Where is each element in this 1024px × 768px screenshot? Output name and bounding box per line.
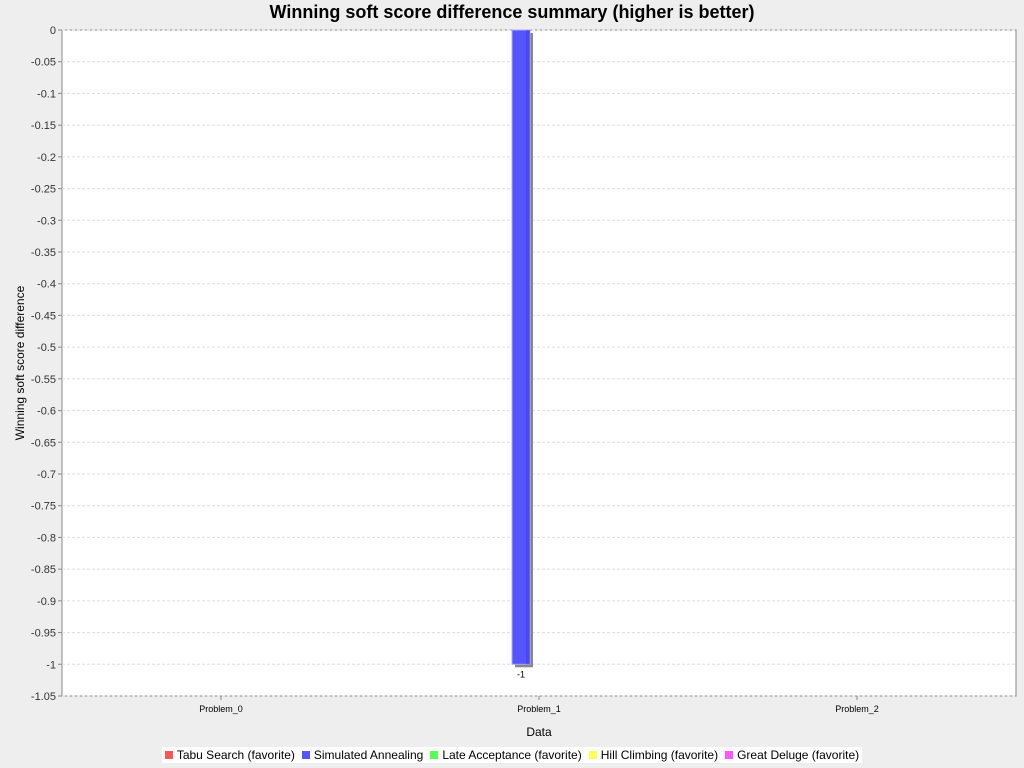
legend-item: Simulated Annealing	[301, 748, 424, 762]
legend-label: Late Acceptance (favorite)	[442, 748, 582, 762]
y-tick-label: -0.2	[37, 152, 56, 164]
y-tick-label: -0.45	[31, 310, 56, 322]
legend-item: Tabu Search (favorite)	[164, 748, 295, 762]
y-tick-label: -0.7	[37, 469, 56, 481]
legend-item: Hill Climbing (favorite)	[588, 748, 719, 762]
y-tick-label: -0.05	[31, 57, 56, 69]
y-tick-label: -0.1	[37, 88, 56, 100]
legend-swatch	[588, 751, 597, 759]
y-tick-label: -0.95	[31, 628, 56, 640]
bar-shading	[526, 30, 530, 665]
legend-swatch	[725, 751, 734, 759]
legend-label: Simulated Annealing	[313, 748, 424, 762]
x-tick-label: Problem_0	[199, 704, 243, 714]
y-tick-label: -0.15	[31, 120, 56, 132]
y-tick-label: -0.65	[31, 437, 56, 449]
bar	[511, 29, 531, 665]
legend: Tabu Search (favorite) Simulated Annealin…	[0, 747, 1024, 763]
y-tick-label: -0.6	[37, 406, 56, 418]
legend-item: Great Deluge (favorite)	[725, 748, 859, 762]
legend-swatch	[430, 751, 439, 759]
x-tick-label: Problem_2	[835, 704, 879, 714]
y-tick-label: -0.75	[31, 501, 56, 513]
y-tick-label: -0.3	[37, 215, 56, 227]
y-tick-label: -0.4	[37, 279, 56, 291]
y-tick-label: -0.25	[31, 184, 56, 196]
legend-box: Tabu Search (favorite) Simulated Annealin…	[161, 747, 863, 763]
y-tick-label: -0.8	[37, 532, 56, 544]
plot-background	[61, 29, 1017, 697]
y-tick-label: -0.9	[37, 596, 56, 608]
chart-title: Winning soft score difference summary (h…	[269, 2, 755, 22]
bars: -1	[511, 29, 533, 679]
bar-value-label: -1	[517, 669, 525, 679]
x-axis-ticks: Problem_0 Problem_1 Problem_2	[199, 696, 879, 714]
y-tick-label: 0	[50, 25, 56, 37]
y-axis-title: Winning soft score difference	[13, 285, 27, 440]
x-axis-title: Data	[526, 725, 552, 739]
grid-lines	[62, 29, 1016, 697]
legend-swatch	[301, 751, 310, 759]
y-tick-label: -0.35	[31, 247, 56, 259]
y-axis-ticks: 0 -0.05 -0.1 -0.15 -0.2 -0.25 -0.3 -0.35 -0.4 -0.…	[31, 25, 62, 703]
legend-swatch	[164, 751, 173, 759]
legend-label: Great Deluge (favorite)	[737, 748, 860, 762]
y-tick-label: -0.55	[31, 374, 56, 386]
legend-label: Hill Climbing (favorite)	[600, 748, 719, 762]
legend-item: Late Acceptance (favorite)	[430, 748, 582, 762]
x-tick-label: Problem_1	[517, 704, 561, 714]
y-tick-label: -1.05	[31, 691, 56, 703]
legend-label: Tabu Search (favorite)	[176, 748, 295, 762]
y-tick-label: -1	[46, 659, 56, 671]
y-tick-label: -0.85	[31, 564, 56, 576]
y-tick-label: -0.5	[37, 342, 56, 354]
